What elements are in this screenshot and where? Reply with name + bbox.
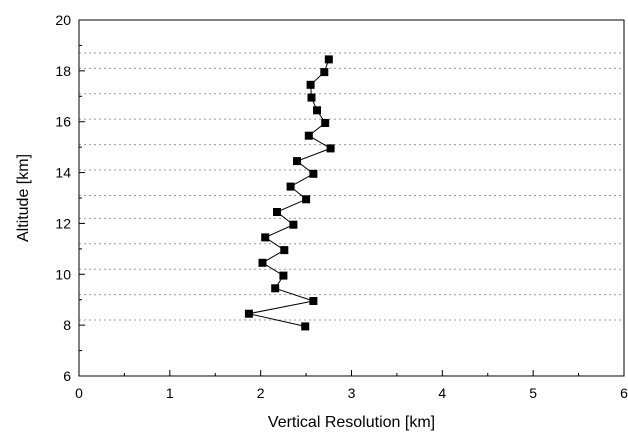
data-point — [326, 144, 335, 153]
x-tick-label: 4 — [438, 385, 446, 401]
data-point — [302, 195, 311, 204]
grid-lines — [79, 52, 624, 321]
y-tick-label: 20 — [55, 12, 71, 28]
data-point — [307, 93, 316, 102]
plot-frame — [78, 19, 625, 377]
y-tick-label: 16 — [55, 114, 71, 130]
data-point — [324, 55, 333, 64]
x-tick-label: 3 — [348, 385, 356, 401]
y-tick-label: 18 — [55, 63, 71, 79]
series-line — [248, 59, 332, 327]
y-tick-label: 12 — [55, 215, 71, 231]
y-axis-title: Altitude [km] — [15, 154, 32, 242]
data-point — [279, 271, 288, 280]
data-point — [286, 182, 295, 191]
axis-ticks — [78, 19, 625, 377]
y-tick-label: 8 — [63, 317, 71, 333]
data-markers — [244, 55, 335, 331]
x-tick-labels: 0 1 2 3 4 5 6 — [75, 385, 628, 401]
data-point — [258, 258, 267, 267]
data-point — [306, 80, 315, 89]
data-point — [320, 68, 329, 77]
y-tick-label: 10 — [55, 266, 71, 282]
data-point — [293, 157, 301, 166]
data-point — [321, 119, 330, 127]
data-point — [301, 322, 310, 331]
y-tick-label: 14 — [55, 165, 71, 181]
data-point — [273, 208, 281, 216]
x-tick-label: 6 — [620, 385, 628, 401]
y-tick-label: 6 — [63, 368, 71, 384]
y-tick-labels: 6 8 10 12 14 16 18 20 — [55, 12, 71, 384]
x-axis-title: Vertical Resolution [km] — [268, 414, 435, 431]
x-tick-label: 5 — [529, 385, 537, 401]
data-point — [304, 131, 313, 140]
x-tick-label: 2 — [257, 385, 265, 401]
data-point — [313, 106, 321, 115]
data-point — [280, 246, 289, 255]
data-point — [309, 169, 318, 178]
data-point — [244, 309, 253, 318]
data-point — [289, 220, 298, 229]
x-tick-label: 1 — [166, 385, 174, 401]
data-point — [261, 233, 270, 242]
x-tick-label: 0 — [75, 385, 83, 401]
data-point — [309, 297, 318, 305]
data-point — [271, 284, 280, 293]
